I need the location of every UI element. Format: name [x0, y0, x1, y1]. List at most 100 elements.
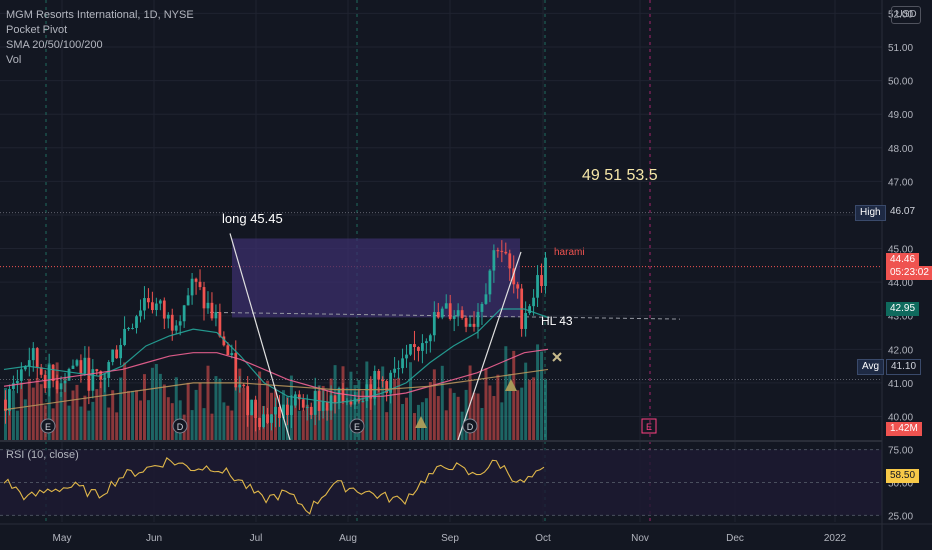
- earnings-marker-letter: E: [646, 422, 652, 432]
- volume-bar: [35, 378, 39, 440]
- time-tick-label: Jul: [250, 533, 263, 544]
- candle-body: [79, 360, 83, 374]
- targets-label: 49 51 53.5: [582, 167, 658, 184]
- candle-body: [19, 369, 23, 381]
- volume-bar: [170, 403, 174, 440]
- volume-bar: [103, 373, 107, 440]
- volume-bar: [504, 346, 508, 440]
- rsi-line: [3, 457, 545, 515]
- volume-bar: [520, 387, 524, 440]
- candle-body: [119, 345, 123, 359]
- candle-body: [174, 325, 178, 331]
- price-tick-label: 40.00: [888, 412, 913, 423]
- candle-body: [91, 369, 95, 391]
- indicator-sma[interactable]: SMA 20/50/100/200: [6, 39, 103, 51]
- candle-body: [242, 384, 246, 387]
- candle-body: [428, 335, 432, 342]
- candle-body: [381, 379, 385, 382]
- volume-bar: [154, 364, 158, 440]
- candle-body: [389, 372, 393, 393]
- candle-body: [516, 284, 520, 289]
- candle-body: [480, 303, 484, 312]
- volume-bar: [277, 414, 281, 440]
- volume-bar: [476, 393, 480, 440]
- volume-bar: [238, 368, 242, 440]
- volume-bar: [31, 387, 35, 440]
- volume-bar: [258, 371, 262, 440]
- volume-bar: [91, 401, 95, 440]
- volume-bar: [135, 390, 139, 440]
- support-dashed-line: [209, 311, 681, 320]
- time-tick-label: Jun: [146, 533, 162, 544]
- currency-badge[interactable]: USD: [891, 6, 921, 24]
- rsi-tick-label: 25.00: [888, 511, 913, 522]
- volume-bar: [202, 408, 206, 440]
- volume-bar: [210, 413, 214, 440]
- volume-bar: [428, 382, 432, 440]
- candle-body: [432, 312, 436, 336]
- volume-bar: [166, 397, 170, 440]
- price-tick-label: 41.00: [888, 379, 913, 390]
- earnings-marker: [641, 418, 657, 434]
- volume-bar: [337, 389, 341, 440]
- volume-bar: [71, 390, 75, 440]
- candle-body: [12, 383, 15, 390]
- rsi-tick-label: 50.00: [888, 479, 913, 490]
- volume-bar: [516, 390, 520, 440]
- symbol-title[interactable]: MGM Resorts International, 1D, NYSE: [6, 9, 194, 21]
- volume-bar: [47, 363, 51, 440]
- candle-body: [540, 275, 543, 287]
- sma-line-100: [3, 368, 549, 411]
- volume-bar: [39, 384, 43, 440]
- candle-body: [95, 369, 99, 372]
- candle-body: [131, 327, 134, 329]
- candle-body: [123, 328, 126, 346]
- volume-bar: [544, 379, 548, 440]
- candle-body: [59, 383, 63, 390]
- candle-body: [103, 377, 107, 380]
- event-badge-letter: E: [45, 422, 51, 432]
- volume-bar: [405, 397, 409, 440]
- event-badge: [462, 418, 478, 434]
- volume-bar: [325, 408, 329, 440]
- candle-body: [262, 414, 265, 428]
- volume-bar: [496, 374, 500, 440]
- volume-bar: [95, 389, 99, 440]
- volume-bar: [444, 410, 448, 440]
- candle-body: [456, 310, 460, 316]
- volume-bar: [127, 390, 131, 440]
- indicator-pocket-pivot[interactable]: Pocket Pivot: [6, 24, 68, 36]
- volume-bar: [385, 412, 389, 440]
- candle-body: [135, 316, 138, 328]
- candle-body: [31, 348, 35, 361]
- volume-bar: [27, 378, 31, 440]
- rsi-legend[interactable]: RSI (10, close): [6, 449, 79, 461]
- volume-bar: [115, 412, 119, 440]
- candle-body: [393, 368, 396, 373]
- candle-body: [309, 406, 313, 415]
- indicator-vol[interactable]: Vol: [6, 54, 22, 66]
- time-tick-label: Aug: [339, 533, 357, 544]
- volume-bar: [19, 382, 23, 440]
- candle-body: [222, 336, 226, 346]
- event-badge-letter: D: [467, 422, 474, 432]
- volume-bar: [536, 344, 540, 440]
- price-tick-label: 51.00: [888, 43, 913, 54]
- candle-body: [210, 302, 214, 319]
- candle-body: [27, 360, 31, 367]
- volume-bar: [389, 389, 393, 440]
- volume-bar: [7, 408, 11, 440]
- time-tick-label: Dec: [726, 533, 744, 544]
- volume-bar: [500, 402, 504, 440]
- volume-bar: [440, 365, 444, 440]
- candle-body: [500, 250, 504, 252]
- candle-body: [206, 302, 210, 309]
- volume-bar: [146, 400, 150, 440]
- time-tick-label: May: [53, 533, 72, 544]
- x-marker: [552, 352, 562, 362]
- up-trend-line: [457, 251, 522, 441]
- candle-body: [365, 384, 369, 402]
- candle-body: [63, 380, 67, 384]
- sma-lines: [3, 308, 549, 411]
